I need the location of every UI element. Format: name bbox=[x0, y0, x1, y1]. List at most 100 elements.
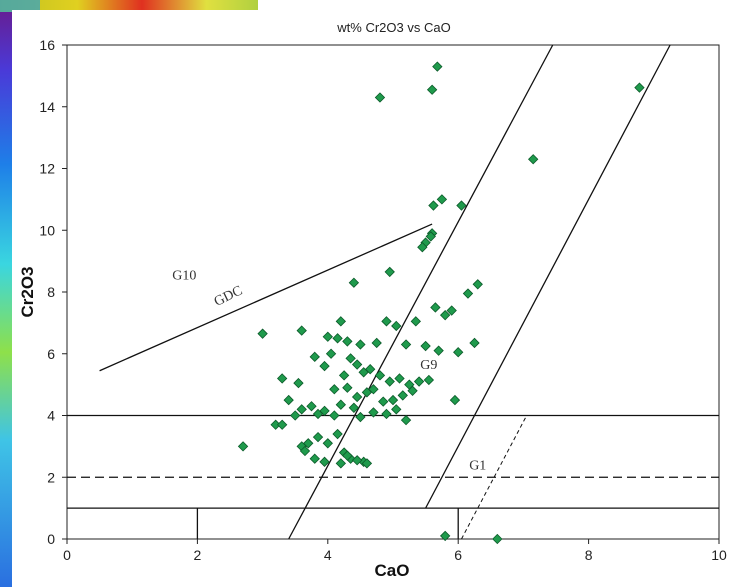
data-point bbox=[351, 359, 363, 370]
region-label-g1: G1 bbox=[469, 459, 486, 474]
x-axis-title: CaO bbox=[375, 561, 410, 580]
y-tick-label: 14 bbox=[39, 99, 55, 115]
y-tick-label: 0 bbox=[47, 531, 55, 547]
data-point bbox=[439, 530, 451, 542]
data-point bbox=[325, 348, 337, 359]
data-point bbox=[428, 200, 439, 211]
data-point bbox=[528, 154, 539, 165]
data-point bbox=[309, 453, 320, 464]
data-point bbox=[351, 455, 363, 466]
data-point bbox=[322, 331, 333, 342]
data-point bbox=[387, 394, 399, 406]
data-point bbox=[634, 82, 645, 93]
data-point bbox=[407, 385, 418, 396]
data-point bbox=[378, 396, 389, 407]
x-tick-label: 10 bbox=[711, 547, 727, 563]
data-point bbox=[433, 345, 444, 356]
data-point bbox=[335, 399, 347, 410]
plot-border bbox=[66, 44, 720, 540]
data-point bbox=[355, 339, 366, 350]
data-point bbox=[332, 333, 343, 344]
y-tick-label: 4 bbox=[47, 408, 55, 424]
data-point bbox=[397, 390, 408, 401]
y-tick-label: 16 bbox=[39, 37, 55, 53]
data-point bbox=[417, 242, 428, 253]
data-point bbox=[381, 408, 392, 420]
data-point bbox=[394, 373, 405, 384]
data-point bbox=[342, 336, 353, 347]
y-tick-label: 6 bbox=[47, 346, 55, 362]
data-point bbox=[430, 302, 441, 313]
data-point bbox=[391, 404, 402, 415]
data-point bbox=[306, 401, 317, 412]
data-point bbox=[436, 194, 448, 205]
data-point bbox=[381, 316, 392, 327]
data-point bbox=[303, 438, 314, 449]
data-point bbox=[348, 402, 360, 413]
data-point bbox=[237, 441, 249, 452]
data-point bbox=[342, 450, 353, 461]
x-tick-label: 0 bbox=[63, 547, 71, 563]
data-point bbox=[355, 411, 366, 423]
data-point bbox=[276, 373, 288, 384]
data-point bbox=[426, 84, 438, 95]
data-point bbox=[299, 445, 311, 457]
data-point bbox=[462, 288, 474, 299]
reference-line-g1-diag bbox=[461, 415, 528, 540]
chart-title: wt% Cr2O3 vs CaO bbox=[336, 20, 450, 35]
data-point bbox=[290, 410, 301, 421]
data-point bbox=[283, 394, 294, 406]
data-point bbox=[319, 456, 330, 467]
x-tick-label: 8 bbox=[585, 547, 593, 563]
data-point bbox=[446, 305, 457, 316]
data-point bbox=[309, 351, 320, 363]
data-point bbox=[374, 370, 386, 381]
data-point bbox=[329, 410, 340, 421]
x-tick-label: 4 bbox=[324, 547, 332, 563]
data-point bbox=[374, 92, 386, 103]
data-point bbox=[400, 339, 412, 350]
x-tick-label: 2 bbox=[194, 547, 202, 563]
data-point bbox=[368, 384, 379, 395]
data-point bbox=[400, 414, 412, 426]
data-point bbox=[348, 277, 360, 288]
data-point bbox=[413, 376, 425, 387]
data-point bbox=[432, 61, 443, 72]
y-axis-title: Cr2O3 bbox=[18, 266, 37, 317]
data-point bbox=[453, 347, 464, 358]
y-tick-label: 8 bbox=[47, 284, 55, 300]
data-point bbox=[345, 353, 356, 364]
data-point bbox=[423, 374, 435, 386]
y-tick-label: 2 bbox=[47, 469, 55, 485]
data-point bbox=[472, 279, 483, 290]
data-point bbox=[425, 231, 436, 242]
data-point bbox=[332, 428, 343, 440]
data-point bbox=[420, 340, 431, 352]
region-label-g10: G10 bbox=[172, 269, 196, 284]
data-point bbox=[492, 533, 503, 545]
x-tick-label: 6 bbox=[454, 547, 462, 563]
data-point bbox=[449, 394, 461, 406]
data-point bbox=[410, 316, 421, 327]
data-point bbox=[384, 266, 395, 278]
data-point bbox=[293, 377, 304, 389]
data-point bbox=[368, 407, 379, 418]
data-point bbox=[329, 384, 340, 395]
data-point bbox=[296, 325, 307, 336]
data-point bbox=[391, 320, 402, 332]
data-point bbox=[456, 200, 467, 211]
data-point bbox=[319, 405, 330, 417]
reference-line-g9-right bbox=[425, 44, 671, 509]
data-point bbox=[365, 364, 376, 375]
data-point bbox=[469, 337, 480, 349]
data-point bbox=[384, 376, 395, 387]
data-point bbox=[257, 328, 268, 339]
data-point bbox=[361, 458, 373, 469]
reference-line-g9-left bbox=[288, 44, 554, 540]
data-point bbox=[338, 370, 350, 381]
data-point bbox=[342, 382, 353, 393]
data-point bbox=[276, 419, 288, 430]
data-point bbox=[371, 337, 382, 349]
data-point bbox=[322, 438, 333, 449]
